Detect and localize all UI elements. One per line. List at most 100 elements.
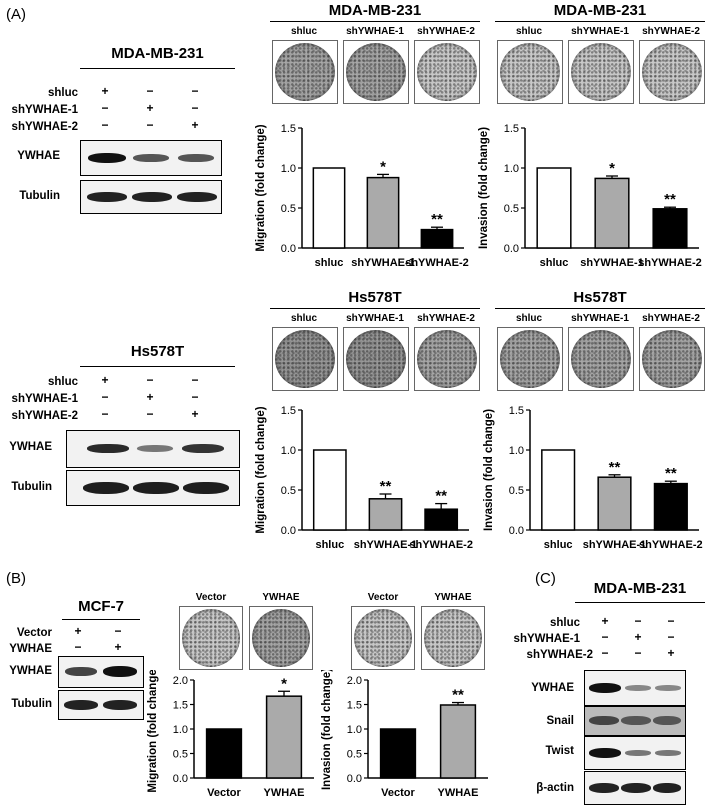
sign: − [101,407,109,421]
image-label: Vector [367,592,399,603]
bar [312,449,347,531]
image-label: shYWHAE-2 [417,26,475,37]
category-label: shluc [315,539,344,551]
image-label: shYWHAE-1 [346,313,404,324]
sign: + [74,624,82,638]
migration-well-image [343,327,409,391]
significance-label: ** [380,478,392,495]
mda-wb-row-shluc: shluc [47,87,78,99]
sign: − [74,640,82,654]
hs-invasion-chart: 0.0 0.5 1.0 1.5 Invasion (fold change) shluc *… [483,405,703,551]
y-tick-label: 1.5 [173,700,188,712]
significance-label: ** [435,488,447,505]
sign: − [191,390,199,404]
underline [495,308,705,309]
mda-wb-title: MDA-MB-231 [80,45,235,69]
bar [536,167,572,249]
invasion-well-image [351,606,415,670]
sign: + [601,614,609,628]
y-axis-label: Invasion (fold change) [321,670,333,790]
hs-ywhae-blot [66,430,240,468]
c-wb-row-shluc: shluc [549,617,580,629]
hs-wb-row-shluc: shluc [47,376,78,388]
y-tick-label: 2.0 [173,675,188,687]
sign: − [601,646,609,660]
blot-label-snail: Snail [546,715,574,727]
bar [424,508,459,531]
invasion-well-image [421,606,485,670]
blot-label-tubulin: Tubulin [19,190,60,202]
y-tick-label: 0.5 [509,485,524,497]
mda-wb-row-sh1: shYWHAE-1 [11,104,78,116]
sign: − [101,390,109,404]
sign: − [667,630,675,644]
sign: + [146,101,154,115]
y-tick-label: 1.5 [281,123,296,135]
sign: − [146,373,154,387]
category-label: shYWHAE-1 [354,539,418,551]
bar [594,177,630,249]
y-tick-label: 0.5 [504,203,519,215]
y-tick-label: 1.5 [347,700,362,712]
y-tick-label: 2.0 [347,675,362,687]
invasion-well-image [639,327,705,391]
sign: + [114,640,122,654]
blot-label-ywhae: YWHAE [9,441,52,453]
y-tick-label: 1.0 [509,445,524,457]
bar [652,208,688,249]
y-tick-label: 1.5 [281,405,296,417]
sign: − [146,118,154,132]
image-label: shluc [515,26,543,37]
blot-label-ywhae: YWHAE [17,150,60,162]
image-label: shluc [515,313,543,324]
mda-migration-title: MDA-MB-231 [328,2,422,19]
significance-label: * [609,160,615,177]
mcf-invasion-chart: 0.0 0.5 1.0 1.5 2.0 Invasion (fold change) Vec… [321,670,488,799]
sign: − [634,646,642,660]
hs-wb-row-sh2: shYWHAE-2 [11,410,78,422]
y-axis-label: Migration (fold change) [255,124,267,251]
c-actin-blot [584,771,686,805]
invasion-well-image [568,40,634,104]
sign: − [667,614,675,628]
sign: + [667,646,675,660]
bar [368,498,403,531]
blot-label-ywhae: YWHAE [9,665,52,677]
migration-well-image [343,40,409,104]
y-tick-label: 0.0 [504,243,519,255]
c-wb-row-sh2: shYWHAE-2 [526,649,593,661]
panel-label-c: (C) [535,570,556,587]
blot-label-ywhae: YWHAE [531,682,574,694]
y-tick-label: 1.5 [504,123,519,135]
category-label: Vector [381,787,415,799]
sign: + [191,118,199,132]
image-label: YWHAE [434,592,472,603]
hs-migration-title: Hs578T [348,289,402,306]
bar [439,704,477,779]
image-label: Vector [195,592,227,603]
y-tick-label: 0.5 [281,203,296,215]
y-axis-label: Migration (fold change) [255,406,267,533]
image-label: shluc [290,313,318,324]
c-snail-blot [584,706,686,736]
category-label: Vector [207,787,241,799]
bar [597,476,632,531]
significance-label: ** [452,687,464,704]
bar [312,167,346,249]
mda-wb-row-sh2: shYWHAE-2 [11,121,78,133]
y-tick-label: 1.0 [281,163,296,175]
underline [270,21,480,22]
mda-invasion-title: MDA-MB-231 [553,2,647,19]
category-label: shYWHAE-2 [639,539,703,551]
significance-label: * [380,158,386,175]
mcf-wb-row-vector: Vector [16,627,52,639]
bar [366,176,400,249]
sign: − [146,84,154,98]
y-tick-label: 0.0 [347,773,362,785]
c-wb-row-sh1: shYWHAE-1 [513,633,580,645]
sign: + [101,84,109,98]
y-tick-label: 1.0 [173,724,188,736]
hs-migration-chart: 0.0 0.5 1.0 1.5 Migration (fold change) shluc… [255,405,473,551]
image-label: shYWHAE-2 [642,26,700,37]
